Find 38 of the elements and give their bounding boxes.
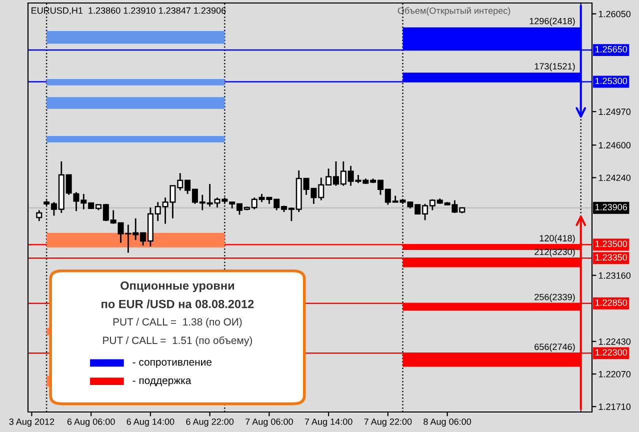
y-tick-label: 1.22070: [598, 370, 631, 378]
annotation: - поддержка: [132, 378, 192, 386]
ref-line-label: 1.23906: [595, 204, 628, 210]
y-tick-label: 1.26050: [598, 10, 631, 18]
chart-subtitle: Объем(Открытый интерес): [398, 7, 510, 16]
annotation: PUT / CALL = 1.38 (по ОИ): [113, 318, 242, 328]
y-tick-label: 1.24240: [598, 174, 631, 181]
ref-line-label: 1.25650: [595, 46, 628, 52]
annotation: - сопротивление: [132, 360, 212, 368]
y-tick-label: 1.22430: [598, 338, 631, 345]
y-tick-label: 1.21710: [598, 404, 631, 410]
ref-line-label: 1.23350: [595, 254, 628, 261]
annotation: по EUR /USD на 08.08.2012: [102, 300, 254, 308]
y-tick-label: 1.24600: [598, 142, 631, 148]
ref-line-label: 1.22850: [595, 299, 628, 306]
band-label: 212(3230): [534, 248, 575, 257]
ref-line-label: 1.22300: [595, 349, 628, 356]
annotation: Опционные уровни: [120, 281, 234, 292]
x-tick-label: 3 Aug 2012: [9, 418, 54, 427]
band-label: 256(2339): [534, 294, 575, 302]
x-tick-label: 7 Aug 22:00: [364, 418, 412, 427]
chart-title: EURUSD,H1 1.23860 1.23910 1.23847 1.23906: [32, 7, 226, 15]
y-tick-label: 1.23160: [598, 272, 631, 279]
x-tick-label: 6 Aug 22:00: [186, 418, 234, 427]
band-label: 120(418): [540, 234, 575, 244]
ref-line-label: 1.23500: [595, 240, 628, 248]
y-tick-label: 1.24970: [598, 108, 631, 115]
x-tick-label: 6 Aug 06:00: [67, 418, 115, 427]
candlestick: [36, 210, 42, 222]
x-tick-label: 6 Aug 14:00: [126, 418, 174, 427]
x-tick-label: 7 Aug 06:00: [246, 418, 293, 427]
band-label: 1296(2418): [530, 18, 575, 26]
ref-line-label: 1.25300: [595, 78, 628, 84]
band-label: 173(1521): [534, 62, 575, 72]
x-tick-label: 8 Aug 06:00: [424, 418, 472, 427]
band-label: 656(2746): [534, 343, 575, 352]
annotation: PUT / CALL = 1.51 (по объему): [103, 336, 252, 346]
x-tick-label: 7 Aug 14:00: [304, 418, 352, 427]
